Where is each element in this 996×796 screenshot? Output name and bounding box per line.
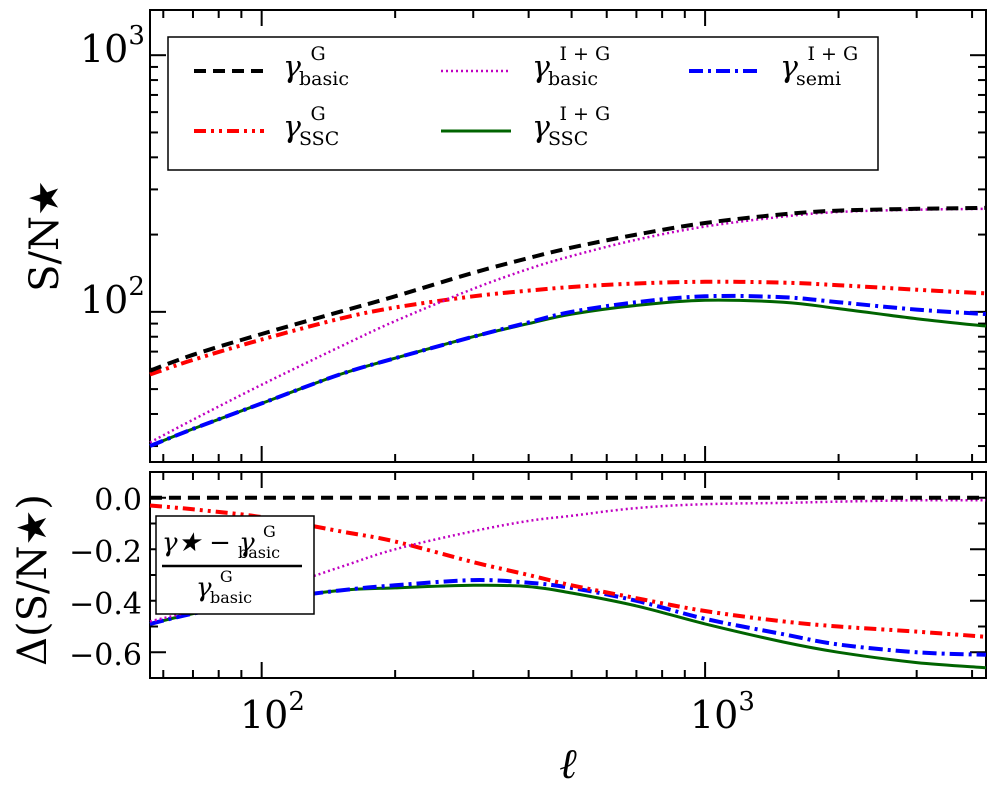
bottom-ytick-label-neg0.4: −0.4 [69,587,142,622]
bottom-ytick-label-0: 0.0 [94,483,142,518]
bottom-ytick-labels: 0.0 −0.2 −0.4 −0.6 [69,483,142,673]
legend-label-gamma-ig-semi: γ I + G semi [780,33,868,90]
top-ytick-exp-100: 2 [128,272,145,302]
legend-sub: semi [796,68,841,90]
legend-label-gamma-g-ssc: γ G SSC [283,93,339,150]
series-gamma-IG-basic-panel-1 [149,498,987,623]
ratio-annotation: γ★ − γ G basic γ G basic [155,514,315,615]
legend-entry-gamma-ig-semi: γ I + G semi [689,33,868,90]
bottom-ytick-label-neg0.6: −0.6 [69,638,142,673]
xtick-exp-1000: 3 [738,687,755,717]
legend-label-gamma-ig-basic: γ I + G basic [532,33,620,90]
legend-sup: G [310,43,325,65]
legend-entry-gamma-g-basic: γ G basic [194,33,349,90]
legend-entry-gamma-g-ssc: γ G SSC [194,93,339,150]
top-ylabel: S/N★ [22,180,68,292]
series-gamma-G-SSC-panel-0 [149,279,987,377]
legend-sup: I + G [559,103,610,125]
annotation-numerator-sup: G [263,522,276,541]
series-gamma-IG-semi-panel-0 [149,293,987,448]
xtick-exp-100: 2 [288,687,305,717]
xtick-label-1000: 103 [690,687,755,737]
legend-entry-gamma-ig-ssc: γ I + G SSC [441,93,620,150]
series-gamma-IG-semi-panel-1 [149,578,987,657]
legend-sub: SSC [548,128,588,150]
annotation-numerator: γ★ − γ G basic [162,514,284,562]
legend-box [167,36,879,171]
annotation-denominator: γ G basic [196,559,252,607]
top-plot-frame [149,9,987,463]
legend-label-gamma-ig-ssc: γ I + G SSC [532,93,620,150]
top-ytick-exp-1000: 3 [128,21,145,51]
legend-sub: basic [299,68,349,90]
legend-sub: basic [548,68,598,90]
xtick-label-100: 102 [240,687,305,737]
series-gamma-IG-basic-panel-0 [149,207,987,444]
series-gamma-G-basic-panel-0 [149,205,987,373]
legend-entry-gamma-ig-basic: γ I + G basic [441,33,620,90]
top-minor-ticks [150,10,986,462]
top-ytick-label-100: 102 [80,272,145,322]
annotation-numerator-sub: basic [238,543,280,562]
series-gamma-IG-SSC-panel-0 [149,298,987,448]
series-gamma-G-SSC-panel-1 [149,503,987,639]
bottom-panel: 0.0 −0.2 −0.4 −0.6 Δ(S/N★) 102 103 ℓ γ★ … [10,471,987,788]
legend-sub: SSC [299,128,339,150]
annotation-denominator-sup: G [220,567,233,586]
top-ytick-label-1000: 103 [80,21,145,71]
legend-sup: I + G [559,43,610,65]
legend-sup: I + G [807,43,858,65]
annotation-denominator-sub: basic [210,588,252,607]
top-panel: 103 102 S/N★ γ G basic γ I + G [22,9,987,463]
legend-label-gamma-g-basic: γ G basic [283,33,349,90]
xlabel: ℓ [559,739,577,788]
top-series-group [149,205,987,448]
legend-sup: G [310,103,325,125]
legend: γ G basic γ I + G basic γ I + G semi [167,33,879,171]
bottom-ytick-label-neg0.2: −0.2 [69,535,142,570]
bottom-ylabel: Δ(S/N★) [10,494,56,666]
